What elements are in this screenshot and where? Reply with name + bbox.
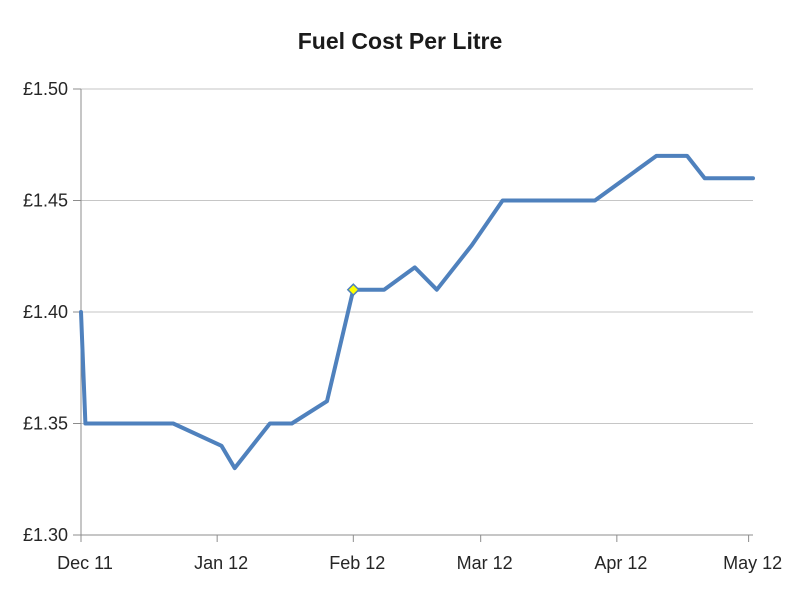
x-tick-label: Jan 12 xyxy=(194,553,248,573)
y-tick-label: £1.35 xyxy=(23,414,68,434)
fuel-cost-line xyxy=(79,153,755,471)
x-tick-label: Apr 12 xyxy=(594,553,647,573)
x-tick-label: Feb 12 xyxy=(329,553,385,573)
chart-title: Fuel Cost Per Litre xyxy=(297,28,503,54)
x-tick-label: Mar 12 xyxy=(457,553,513,573)
y-tick-label: £1.50 xyxy=(23,79,68,99)
x-tick-label: May 12 xyxy=(723,553,782,573)
x-tick-label: Dec 11 xyxy=(57,553,113,573)
y-tick-label: £1.40 xyxy=(23,302,68,322)
y-tick-label: £1.45 xyxy=(23,191,68,211)
marked-point-diamond xyxy=(346,283,360,297)
y-tick-label: £1.30 xyxy=(23,525,68,545)
